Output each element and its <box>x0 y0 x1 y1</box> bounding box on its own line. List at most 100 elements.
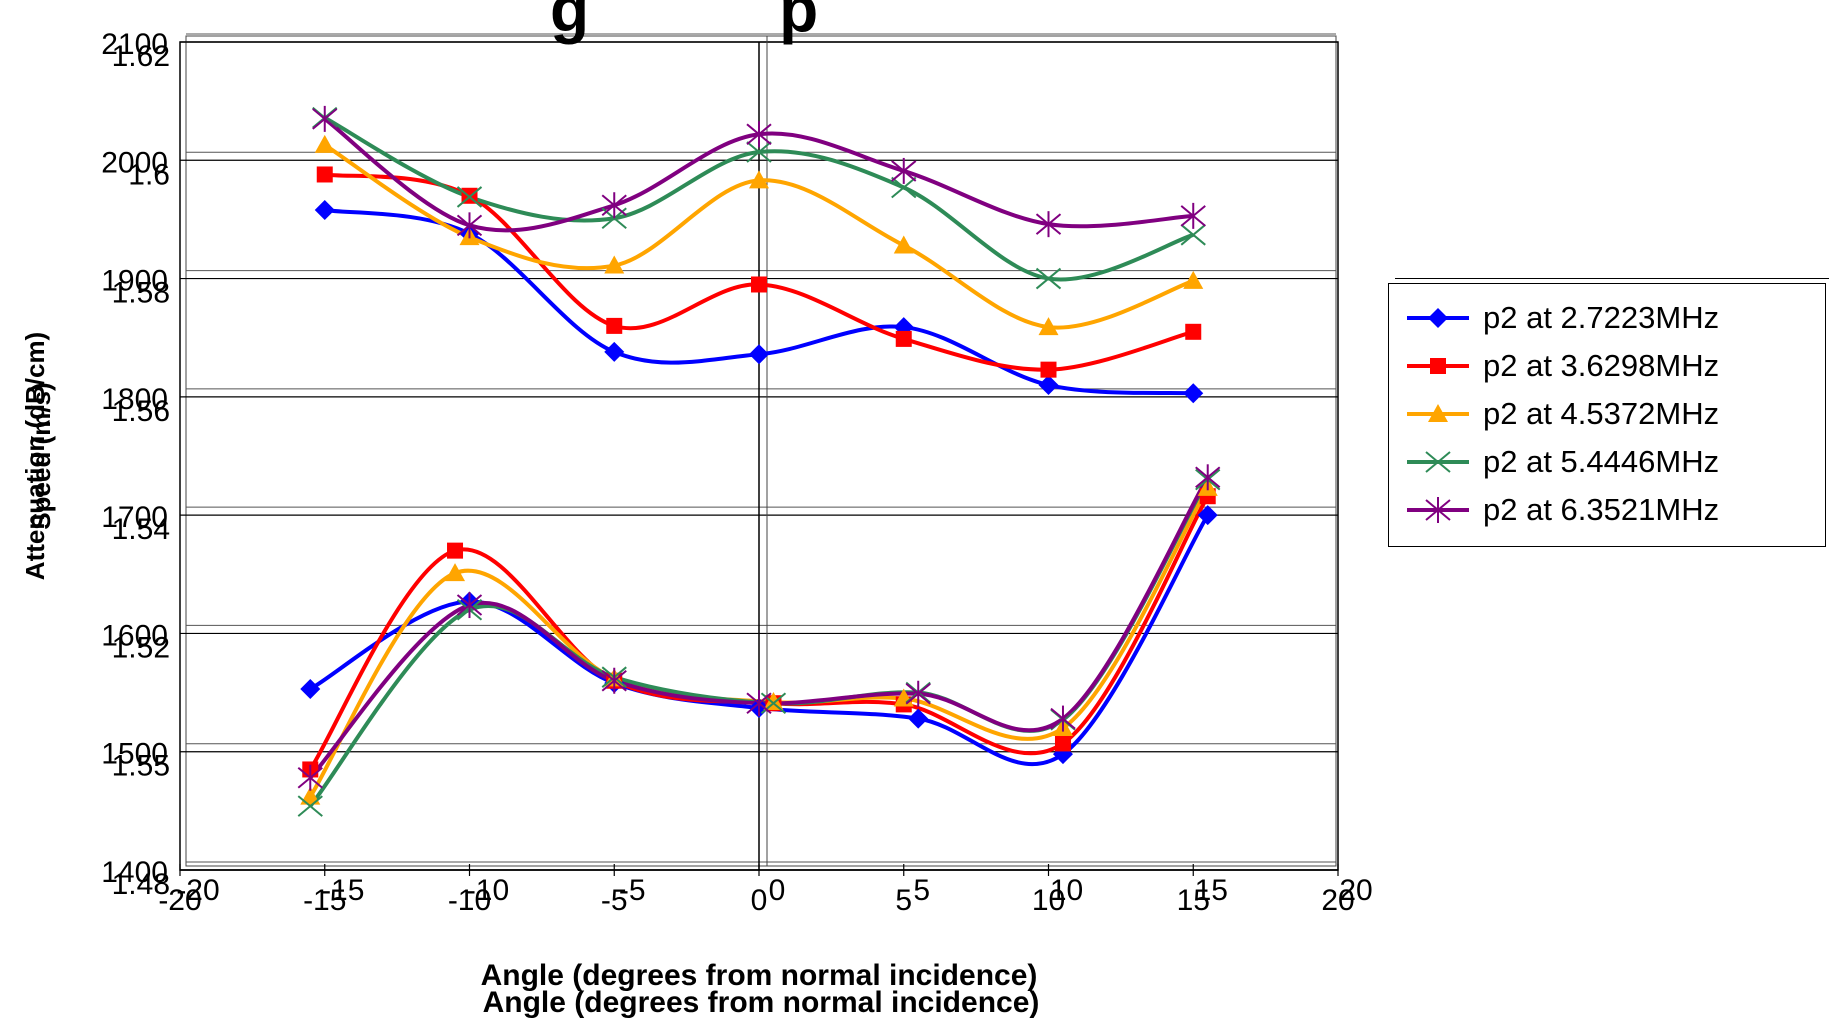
x-tick-label: -20 <box>158 884 201 917</box>
legend-marker <box>1425 451 1451 473</box>
x-tick-label-overlap: -15 <box>321 874 364 907</box>
y-axis-label-overlap: Speed (m/s) <box>26 382 56 529</box>
legend-symbol <box>1407 358 1469 374</box>
data-point <box>297 764 323 791</box>
legend-label: p2 at 6.3521MHz <box>1483 492 1720 527</box>
y-tick-label: 2100 <box>101 28 168 61</box>
legend-marker <box>1428 308 1448 328</box>
data-point <box>445 563 466 582</box>
data-point <box>893 235 914 254</box>
legend-marker <box>1425 497 1451 523</box>
data-point <box>751 276 767 293</box>
x-tick-label-overlap: -20 <box>176 874 219 907</box>
y-tick-label: 1500 <box>101 738 168 771</box>
data-point <box>604 341 625 362</box>
y-tick-label-overlap: 1.6 <box>128 158 170 191</box>
data-point <box>895 330 912 347</box>
x-tick-label-overlap: -10 <box>466 874 509 907</box>
data-point <box>1195 464 1221 491</box>
data-point <box>316 166 333 183</box>
legend-label: p2 at 4.5372MHz <box>1483 396 1720 431</box>
x-tick-label: 20 <box>1321 884 1354 917</box>
data-point <box>746 141 772 163</box>
x-tick-label-overlap: 5 <box>913 874 930 907</box>
legend-symbol <box>1407 497 1469 523</box>
x-tick-label: -15 <box>303 884 346 917</box>
data-point <box>1038 375 1059 396</box>
x-tick-label: -5 <box>601 884 628 917</box>
data-point <box>300 786 321 805</box>
data-point <box>1185 323 1202 340</box>
x-tick-label: 5 <box>895 884 912 917</box>
legend-label: p2 at 5.4446MHz <box>1483 444 1720 479</box>
legend-label: p2 at 3.6298MHz <box>1483 348 1720 383</box>
data-point <box>905 680 931 707</box>
x-tick-label-overlap: 10 <box>1050 874 1083 907</box>
x-tick-label-overlap: 15 <box>1195 874 1228 907</box>
series-markers <box>297 105 1221 817</box>
y-tick-label: 1900 <box>101 265 168 298</box>
x-tick-label: -10 <box>448 884 491 917</box>
legend-marker <box>1428 404 1448 422</box>
data-point <box>312 105 338 132</box>
x-tick-label-overlap: -5 <box>619 874 646 907</box>
legend-item: p2 at 5.4446MHz <box>1403 442 1719 482</box>
data-point <box>746 690 772 717</box>
y-tick-label: 1800 <box>101 383 168 416</box>
axis-labels: Angle (degrees from normal incidence)Ang… <box>20 332 1039 1019</box>
data-point <box>749 344 769 365</box>
data-point <box>1183 270 1204 289</box>
data-point <box>746 121 772 148</box>
y-tick-label-overlap: 1.58 <box>112 277 170 310</box>
data-point <box>606 317 623 334</box>
x-tick-label-overlap: 0 <box>769 874 786 907</box>
data-point <box>604 255 625 274</box>
data-point <box>601 667 627 694</box>
axes <box>179 36 1339 876</box>
y-tick-label: 1600 <box>101 619 168 652</box>
data-point <box>749 170 769 189</box>
y-tick-label-overlap: 1.56 <box>112 395 170 428</box>
data-point <box>447 542 464 559</box>
data-point <box>1197 505 1218 526</box>
data-point <box>297 795 323 817</box>
x-tick-label: 10 <box>1032 884 1065 917</box>
data-point <box>1040 361 1057 378</box>
x-axis-label: Angle (degrees from normal incidence) <box>481 959 1038 992</box>
data-point <box>1050 705 1076 732</box>
data-point <box>456 592 483 619</box>
data-point <box>1035 211 1062 238</box>
legend-item: p2 at 6.3521MHz <box>1403 490 1719 530</box>
data-point <box>456 186 483 208</box>
y-tick-label-overlap: 1.54 <box>112 513 170 546</box>
legend-marker <box>1430 358 1446 374</box>
data-point <box>1038 317 1059 336</box>
title-fragment-a: g <box>550 0 590 45</box>
y-axis-label: Attenuation (dB/cm) <box>20 332 50 580</box>
tick-labels: 14001.4815001.5516001.5217001.5418001.56… <box>101 28 1372 917</box>
data-point <box>891 157 917 184</box>
legend-item: p2 at 4.5372MHz <box>1403 394 1719 434</box>
data-point <box>1180 202 1206 229</box>
x-axis-label-overlap: Angle (degrees from normal incidence) <box>483 986 1040 1019</box>
title-fragment-b: p <box>779 0 819 45</box>
y-tick-label-overlap: 1.48 <box>112 868 170 901</box>
data-point <box>1035 267 1062 290</box>
legend-symbol <box>1407 308 1469 328</box>
legend-item: p2 at 2.7223MHz <box>1403 298 1719 338</box>
legend: p2 at 2.7223MHz p2 at 3.6298MHz p2 at 4.53… <box>1388 283 1826 547</box>
data-point <box>456 212 483 239</box>
legend-symbol <box>1407 451 1469 473</box>
y-tick-label: 1400 <box>101 856 168 889</box>
data-point <box>314 199 335 220</box>
data-point <box>1183 383 1204 404</box>
data-point <box>1180 224 1206 246</box>
legend-label: p2 at 2.7223MHz <box>1483 300 1720 335</box>
x-tick-label: 0 <box>751 884 768 917</box>
y-tick-label-overlap: 1.52 <box>112 631 170 664</box>
data-point <box>908 708 929 729</box>
plot-area-border-overlap <box>185 35 1337 867</box>
y-tick-label-overlap: 1.62 <box>112 40 170 73</box>
